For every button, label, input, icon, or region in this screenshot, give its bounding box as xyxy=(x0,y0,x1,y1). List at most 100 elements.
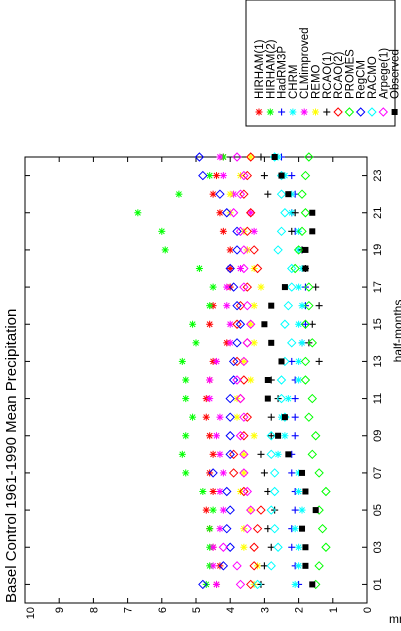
point-remo xyxy=(247,320,255,328)
point-hirham-1 xyxy=(206,432,214,440)
point-chrm xyxy=(281,432,289,440)
point-clmimproved xyxy=(213,580,221,588)
point-clmimproved xyxy=(213,432,221,440)
point-observed xyxy=(285,191,292,198)
point-arpege-1 xyxy=(242,523,253,534)
point-hirham-1 xyxy=(209,488,217,495)
point-promes xyxy=(297,226,307,237)
point-hirham-1 xyxy=(226,265,234,272)
point-observed xyxy=(278,358,285,365)
point-arpege-1 xyxy=(239,412,249,422)
legend-label-chrm: CHRM xyxy=(288,65,300,100)
point-chrm xyxy=(298,506,306,514)
point-rcao-1 xyxy=(315,302,323,310)
point-arpege-1 xyxy=(232,375,242,385)
point-regcm xyxy=(225,505,235,515)
point-clmimproved xyxy=(206,395,214,403)
point-rcao-2 xyxy=(235,300,246,311)
point-rcao-2 xyxy=(249,561,259,571)
point-hadrm3p xyxy=(291,395,299,403)
y-tick-label: 7 xyxy=(123,607,135,613)
point-clmimproved xyxy=(247,209,255,217)
point-observed xyxy=(261,321,268,328)
point-promes xyxy=(307,449,317,460)
point-remo xyxy=(240,469,248,477)
point-hirham-1 xyxy=(209,450,217,458)
point-remo xyxy=(250,432,258,440)
point-racmo xyxy=(276,393,287,404)
point-hirham-1 xyxy=(213,172,221,180)
point-rcao-2 xyxy=(232,319,242,329)
legend-label-hadrm3p: HadRM3P xyxy=(277,46,289,99)
point-racmo xyxy=(269,486,280,497)
legend-label-regcm: RegCM xyxy=(356,60,368,99)
x-tick-label: 05 xyxy=(372,504,384,516)
point-promes xyxy=(314,468,324,478)
point-hirham-2 xyxy=(199,488,207,495)
point-observed xyxy=(299,469,306,476)
point-arpege-1 xyxy=(246,505,256,515)
y-tick-label: 3 xyxy=(259,607,271,613)
point-observed xyxy=(309,209,316,216)
x-tick-label: 13 xyxy=(372,355,384,367)
point-promes xyxy=(304,412,314,422)
point-observed xyxy=(264,395,271,402)
point-remo xyxy=(240,450,248,458)
point-remo xyxy=(226,190,234,198)
point-clmimproved xyxy=(223,302,231,310)
y-tick-label: 10 xyxy=(25,607,37,619)
point-clmimproved xyxy=(219,506,227,514)
point-hirham-2 xyxy=(178,450,186,458)
point-hirham-2 xyxy=(158,227,166,235)
x-tick-label: 01 xyxy=(372,578,384,590)
point-observed xyxy=(299,525,306,532)
point-racmo xyxy=(269,523,280,534)
point-remo xyxy=(240,543,248,551)
point-rcao-2 xyxy=(252,263,263,274)
point-racmo xyxy=(252,579,263,590)
point-observed xyxy=(302,246,309,253)
point-rcao-2 xyxy=(252,523,263,534)
point-regcm xyxy=(228,282,239,292)
point-rcao-2 xyxy=(242,226,253,237)
point-observed xyxy=(302,265,309,272)
chart-title: Basel Control 1961-1990 Mean Precipitati… xyxy=(3,309,20,603)
legend-marker-promes xyxy=(344,107,355,117)
point-hirham-1 xyxy=(202,413,210,421)
point-rcao-2 xyxy=(239,375,249,385)
y-tick-label: 0 xyxy=(362,607,374,613)
legend-label-hirham-2: HIRHAM(2) xyxy=(265,39,277,99)
point-promes xyxy=(300,375,311,385)
point-clmimproved xyxy=(216,153,224,161)
point-racmo xyxy=(266,561,276,571)
point-chrm xyxy=(295,488,303,495)
x-tick-label: 07 xyxy=(372,467,384,479)
point-racmo xyxy=(276,226,287,237)
point-racmo xyxy=(276,189,287,199)
point-rcao-1 xyxy=(288,227,296,235)
point-hirham-2 xyxy=(192,339,200,347)
point-chrm xyxy=(291,580,299,588)
point-arpege-1 xyxy=(235,226,246,237)
point-hirham-1 xyxy=(219,227,227,235)
point-rcao-2 xyxy=(246,579,256,590)
point-promes xyxy=(304,282,314,292)
point-regcm xyxy=(232,245,242,255)
point-clmimproved xyxy=(219,172,227,180)
point-promes xyxy=(307,338,317,348)
point-promes xyxy=(304,152,314,162)
point-hadrm3p xyxy=(291,413,299,421)
legend-marker-rcao-2 xyxy=(333,107,343,117)
point-hirham-2 xyxy=(182,469,190,477)
point-clmimproved xyxy=(209,543,217,551)
point-regcm xyxy=(215,189,225,199)
point-regcm xyxy=(194,152,205,162)
x-axis-title: half-months xyxy=(391,300,401,363)
point-observed xyxy=(302,544,309,551)
legend-marker-hirham-2 xyxy=(266,108,274,116)
point-hirham-1 xyxy=(202,506,210,514)
plot-frame xyxy=(24,156,368,604)
point-regcm xyxy=(208,468,218,478)
point-rcao-1 xyxy=(267,432,275,440)
